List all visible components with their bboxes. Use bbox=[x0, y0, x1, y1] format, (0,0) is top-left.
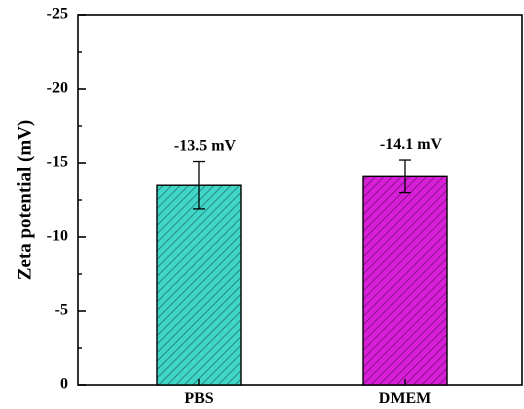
data-label-dmem: -14.1 mV bbox=[380, 136, 443, 153]
y-tick-label: -15 bbox=[47, 154, 68, 171]
data-labels: -13.5 mV -14.1 mV bbox=[174, 136, 443, 154]
y-tick-label: -5 bbox=[55, 302, 68, 319]
y-axis-tick-labels: 0 -5 -10 -15 -20 -25 bbox=[47, 6, 68, 393]
bar-hatch-pbs bbox=[157, 185, 241, 385]
data-label-pbs: -13.5 mV bbox=[174, 138, 237, 155]
y-tick-label: -10 bbox=[47, 228, 68, 245]
x-category-label: PBS bbox=[184, 390, 213, 407]
y-axis-title: Zeta potential (mV) bbox=[14, 120, 35, 280]
x-axis-category-labels: PBS DMEM bbox=[184, 390, 431, 407]
bar-series bbox=[156, 175, 448, 386]
y-axis-ticks bbox=[78, 14, 86, 386]
y-tick-label: -25 bbox=[47, 6, 68, 23]
x-axis-ticks bbox=[198, 379, 406, 385]
x-category-label: DMEM bbox=[379, 390, 431, 407]
error-bars bbox=[193, 159, 411, 210]
bar-hatch-dmem bbox=[363, 176, 447, 385]
y-tick-label: -20 bbox=[47, 80, 68, 97]
plot-border bbox=[77, 14, 523, 386]
plot-frame bbox=[77, 14, 523, 386]
y-tick-label: 0 bbox=[60, 376, 68, 393]
